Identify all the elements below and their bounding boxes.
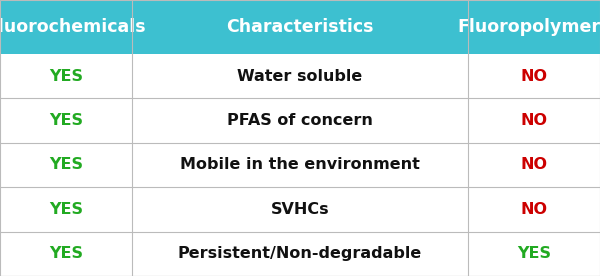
Text: YES: YES (49, 113, 83, 128)
Text: NO: NO (521, 113, 548, 128)
Text: YES: YES (49, 68, 83, 84)
Text: Fluorochemicals: Fluorochemicals (0, 18, 146, 36)
Text: Persistent/Non-degradable: Persistent/Non-degradable (178, 246, 422, 261)
Bar (0, 187, 600, 232)
Text: YES: YES (517, 246, 551, 261)
Bar (0, 232, 600, 276)
Text: Fluoropolymers: Fluoropolymers (457, 18, 600, 36)
Text: YES: YES (49, 246, 83, 261)
Text: PFAS of concern: PFAS of concern (227, 113, 373, 128)
Text: NO: NO (521, 157, 548, 172)
Text: Water soluble: Water soluble (238, 68, 362, 84)
Text: Mobile in the environment: Mobile in the environment (180, 157, 420, 172)
Bar (0, 143, 600, 187)
Text: YES: YES (49, 202, 83, 217)
Text: YES: YES (49, 157, 83, 172)
Bar (0, 98, 600, 143)
Text: Characteristics: Characteristics (226, 18, 374, 36)
Text: SVHCs: SVHCs (271, 202, 329, 217)
Bar (0, 54, 600, 98)
Bar (0, 0, 600, 54)
Text: NO: NO (521, 68, 548, 84)
Text: NO: NO (521, 202, 548, 217)
